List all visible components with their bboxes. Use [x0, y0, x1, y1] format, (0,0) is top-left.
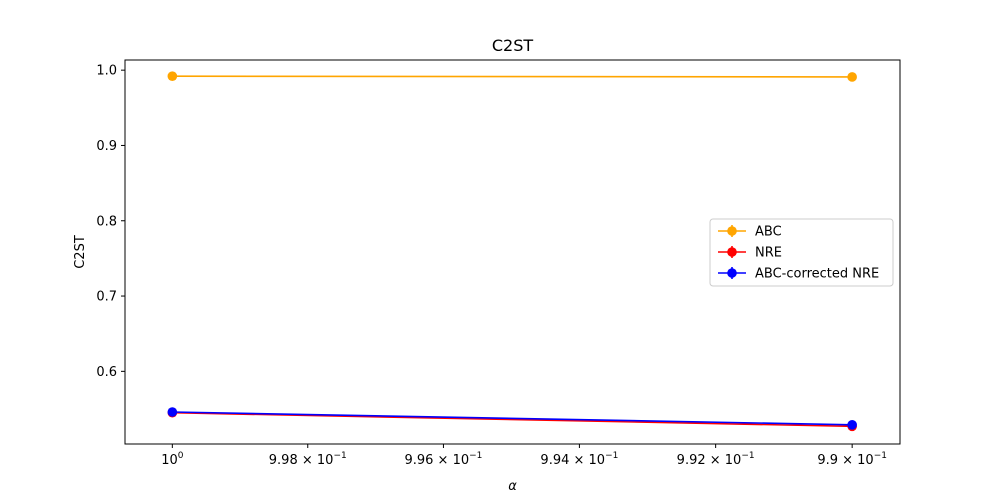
series-line — [172, 411, 853, 428]
y-tick-label: 0.8 — [96, 214, 117, 229]
data-point — [167, 407, 178, 417]
x-tick-label: 9.98 × 10−1 — [269, 451, 347, 468]
chart-title: C2ST — [492, 36, 534, 55]
legend: ABC NRE ABC-corrected NRE — [709, 218, 894, 287]
x-axis: 100 9.98 × 10−1 9.96 × 10−1 9.94 × 10−1 9.92… — [161, 444, 887, 468]
x-tick-label: 9.96 × 10−1 — [404, 451, 482, 468]
legend-label: ABC-corrected NRE — [755, 267, 879, 282]
data-point — [847, 420, 857, 430]
legend-marker — [727, 247, 737, 257]
series-line — [172, 75, 853, 78]
x-tick-label: 9.92 × 10−1 — [677, 451, 755, 468]
legend-entry: NRE — [718, 246, 782, 261]
y-axis: 0.6 0.7 0.8 0.9 1.0 — [96, 64, 125, 380]
legend-entry: ABC-corrected NRE — [718, 267, 879, 282]
series-abc — [167, 71, 857, 82]
y-axis-label: C2ST — [73, 235, 88, 269]
x-tick-label: 9.94 × 10−1 — [540, 451, 618, 468]
data-point — [847, 72, 857, 82]
legend-marker — [727, 226, 737, 236]
x-axis-label: α — [508, 479, 517, 494]
legend-marker — [727, 268, 737, 278]
plot-area — [124, 59, 901, 445]
plot-series — [167, 71, 857, 432]
legend-box — [709, 218, 894, 287]
data-point — [167, 71, 178, 81]
x-tick-label: 100 — [161, 451, 184, 468]
legend-label: NRE — [755, 246, 782, 261]
series-line — [172, 411, 853, 426]
y-tick-label: 0.7 — [96, 290, 117, 305]
series-abc-corrected-nre — [167, 407, 857, 430]
legend-entry: ABC — [718, 225, 782, 240]
y-tick-label: 1.0 — [96, 64, 117, 79]
y-tick-label: 0.6 — [96, 365, 117, 380]
y-tick-label: 0.9 — [96, 139, 117, 154]
x-tick-label: 9.9 × 10−1 — [817, 451, 887, 468]
legend-label: ABC — [755, 225, 782, 240]
